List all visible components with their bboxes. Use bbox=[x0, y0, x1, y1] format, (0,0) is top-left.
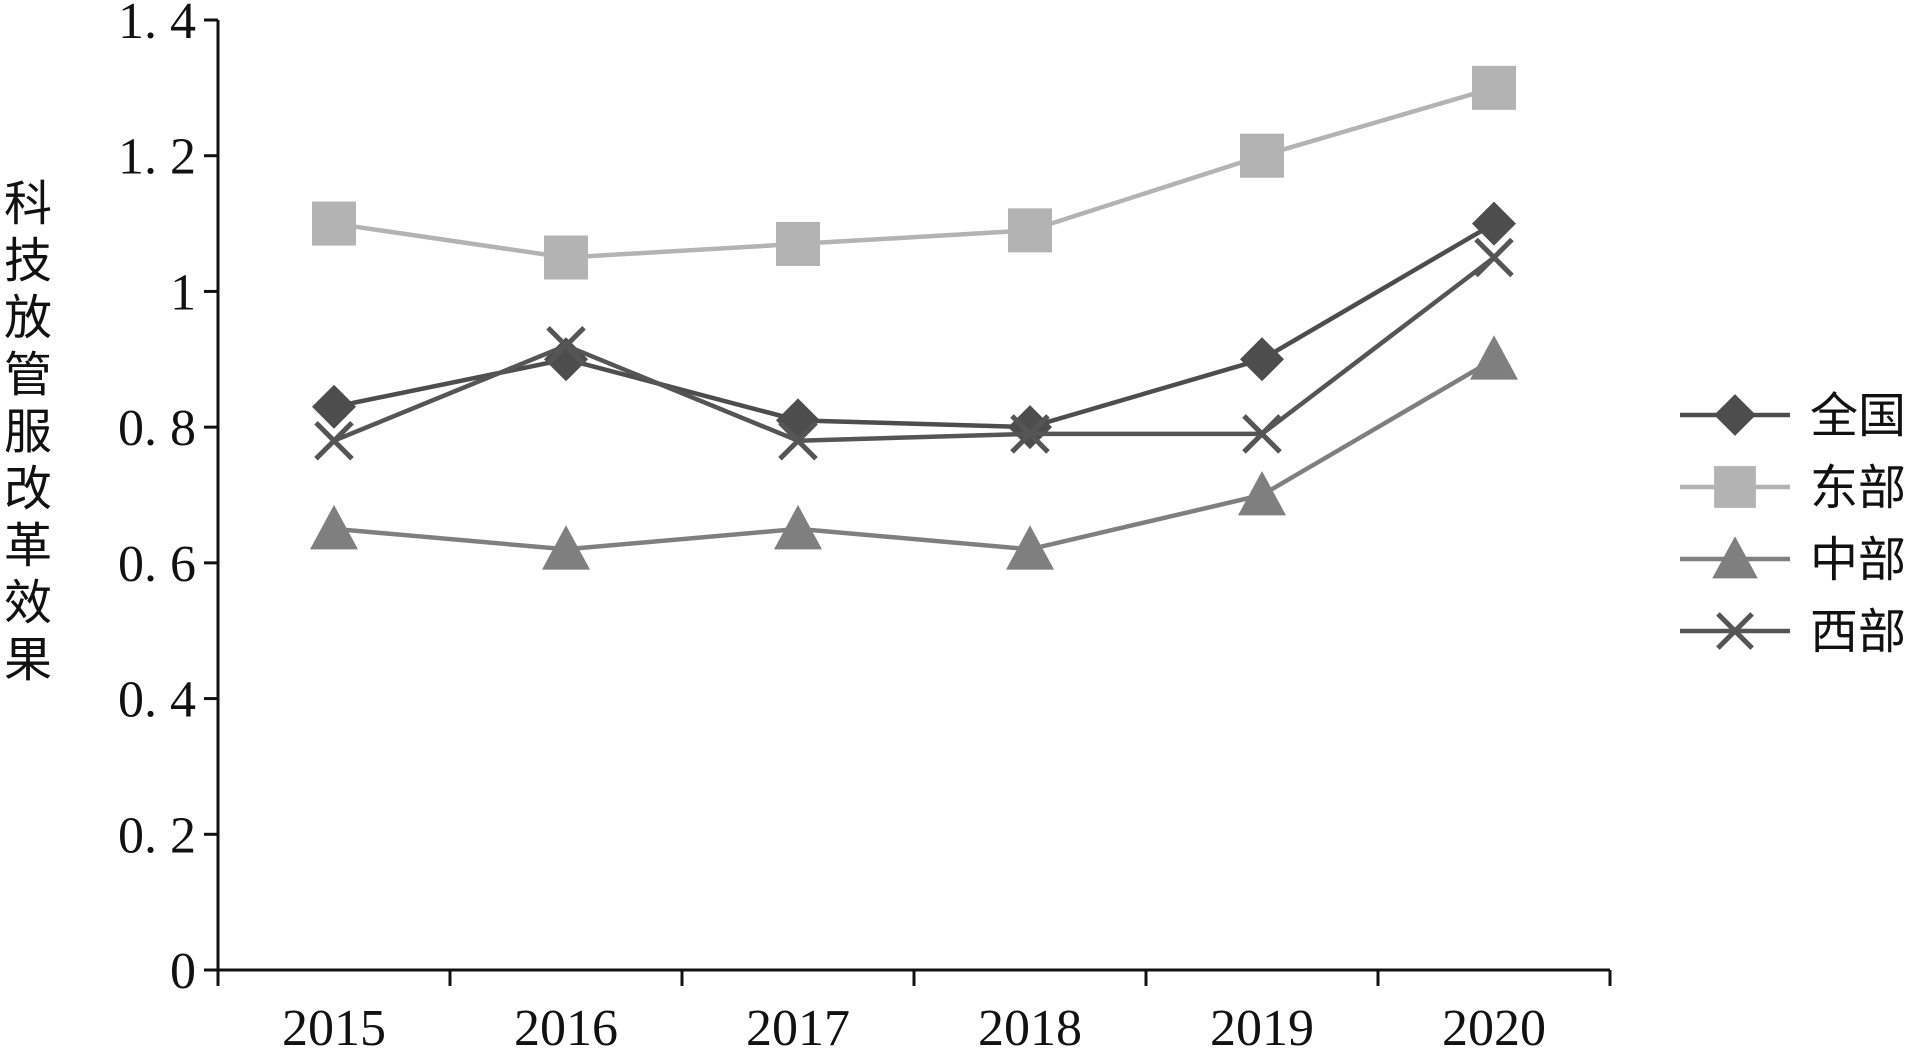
data-point-triangle bbox=[1006, 525, 1054, 570]
series-line bbox=[333, 255, 1496, 443]
data-point-cross bbox=[314, 420, 354, 461]
cross-stroke bbox=[1010, 414, 1050, 454]
cross-stroke bbox=[1242, 414, 1282, 454]
legend-item: 中部 bbox=[1680, 532, 1906, 588]
data-point-triangle bbox=[1470, 335, 1518, 380]
y-axis-label-char: 果 bbox=[4, 632, 52, 688]
data-point-diamond bbox=[1472, 201, 1516, 246]
y-tick-label: 1. 4 bbox=[118, 0, 196, 50]
series-line bbox=[333, 85, 1495, 260]
series-2 bbox=[310, 335, 1518, 570]
legend-item: 东部 bbox=[1680, 460, 1906, 516]
cross-stroke bbox=[1474, 237, 1514, 278]
y-tick-label: 0 bbox=[170, 943, 196, 1000]
data-point-diamond bbox=[1008, 405, 1052, 450]
series-3 bbox=[314, 237, 1514, 461]
data-point-square bbox=[1472, 65, 1516, 110]
legend-label: 中部 bbox=[1810, 532, 1906, 588]
data-point-cross bbox=[546, 325, 586, 366]
legend-marker bbox=[1716, 612, 1754, 650]
y-axis-label-char: 改 bbox=[4, 461, 52, 517]
legend-label: 东部 bbox=[1810, 460, 1906, 516]
cross-stroke bbox=[778, 420, 818, 461]
y-axis-label-char: 革 bbox=[4, 518, 52, 574]
data-point-triangle bbox=[310, 504, 358, 550]
legend-marker bbox=[1714, 466, 1756, 508]
data-point-triangle bbox=[774, 504, 822, 550]
cross-stroke bbox=[1716, 612, 1754, 650]
legend-label: 西部 bbox=[1810, 604, 1906, 660]
x-tick-label: 2019 bbox=[1210, 1000, 1314, 1055]
cross-stroke bbox=[546, 325, 586, 366]
y-tick-label: 0. 8 bbox=[118, 400, 196, 457]
y-tick-label: 0. 6 bbox=[118, 536, 196, 593]
series-line bbox=[333, 357, 1496, 552]
data-point-square bbox=[544, 235, 588, 280]
x-tick-label: 2015 bbox=[282, 1000, 386, 1055]
data-point-square bbox=[776, 221, 820, 266]
data-point-cross bbox=[1010, 414, 1050, 454]
data-point-square bbox=[312, 201, 356, 246]
data-point-square bbox=[1240, 133, 1284, 178]
series-line bbox=[333, 221, 1496, 430]
y-tick-label: 0. 2 bbox=[118, 807, 196, 864]
y-tick-label: 0. 4 bbox=[118, 672, 196, 729]
legend-marker bbox=[1712, 536, 1758, 579]
y-axis-label-char: 管 bbox=[4, 347, 52, 403]
data-point-diamond bbox=[1240, 337, 1284, 382]
y-tick-label: 1. 2 bbox=[118, 129, 196, 186]
data-point-cross bbox=[1474, 237, 1514, 278]
data-point-cross bbox=[778, 420, 818, 461]
x-tick-label: 2020 bbox=[1442, 1000, 1546, 1055]
data-point-diamond bbox=[312, 384, 356, 429]
data-point-triangle bbox=[1238, 471, 1286, 516]
y-axis-label-char: 放 bbox=[4, 290, 52, 346]
y-axis-label-char: 科 bbox=[4, 176, 52, 232]
legend-item: 西部 bbox=[1680, 604, 1906, 660]
series-1 bbox=[312, 65, 1516, 280]
data-point-square bbox=[1008, 208, 1052, 253]
x-tick-label: 2016 bbox=[514, 1000, 618, 1055]
cross-stroke bbox=[314, 420, 354, 461]
x-tick-label: 2017 bbox=[746, 1000, 850, 1055]
legend-marker bbox=[1714, 394, 1756, 436]
legend-label: 全国 bbox=[1810, 388, 1906, 444]
axes: 0 0. 2 0. 4 0. 6 0. 8 1 1. 2 1. 4 2015 2016 2017 20… bbox=[118, 0, 1612, 1057]
y-axis-label-char: 服 bbox=[4, 404, 52, 460]
x-tick-label: 2018 bbox=[978, 1000, 1082, 1055]
series-layer bbox=[310, 65, 1518, 570]
y-axis-label-char: 效 bbox=[4, 575, 52, 631]
y-tick-label: 1 bbox=[170, 264, 196, 321]
data-point-cross bbox=[1242, 414, 1282, 454]
y-axis-label-char: 技 bbox=[4, 233, 52, 289]
data-point-triangle bbox=[542, 525, 590, 570]
legend-item: 全国 bbox=[1680, 388, 1906, 444]
